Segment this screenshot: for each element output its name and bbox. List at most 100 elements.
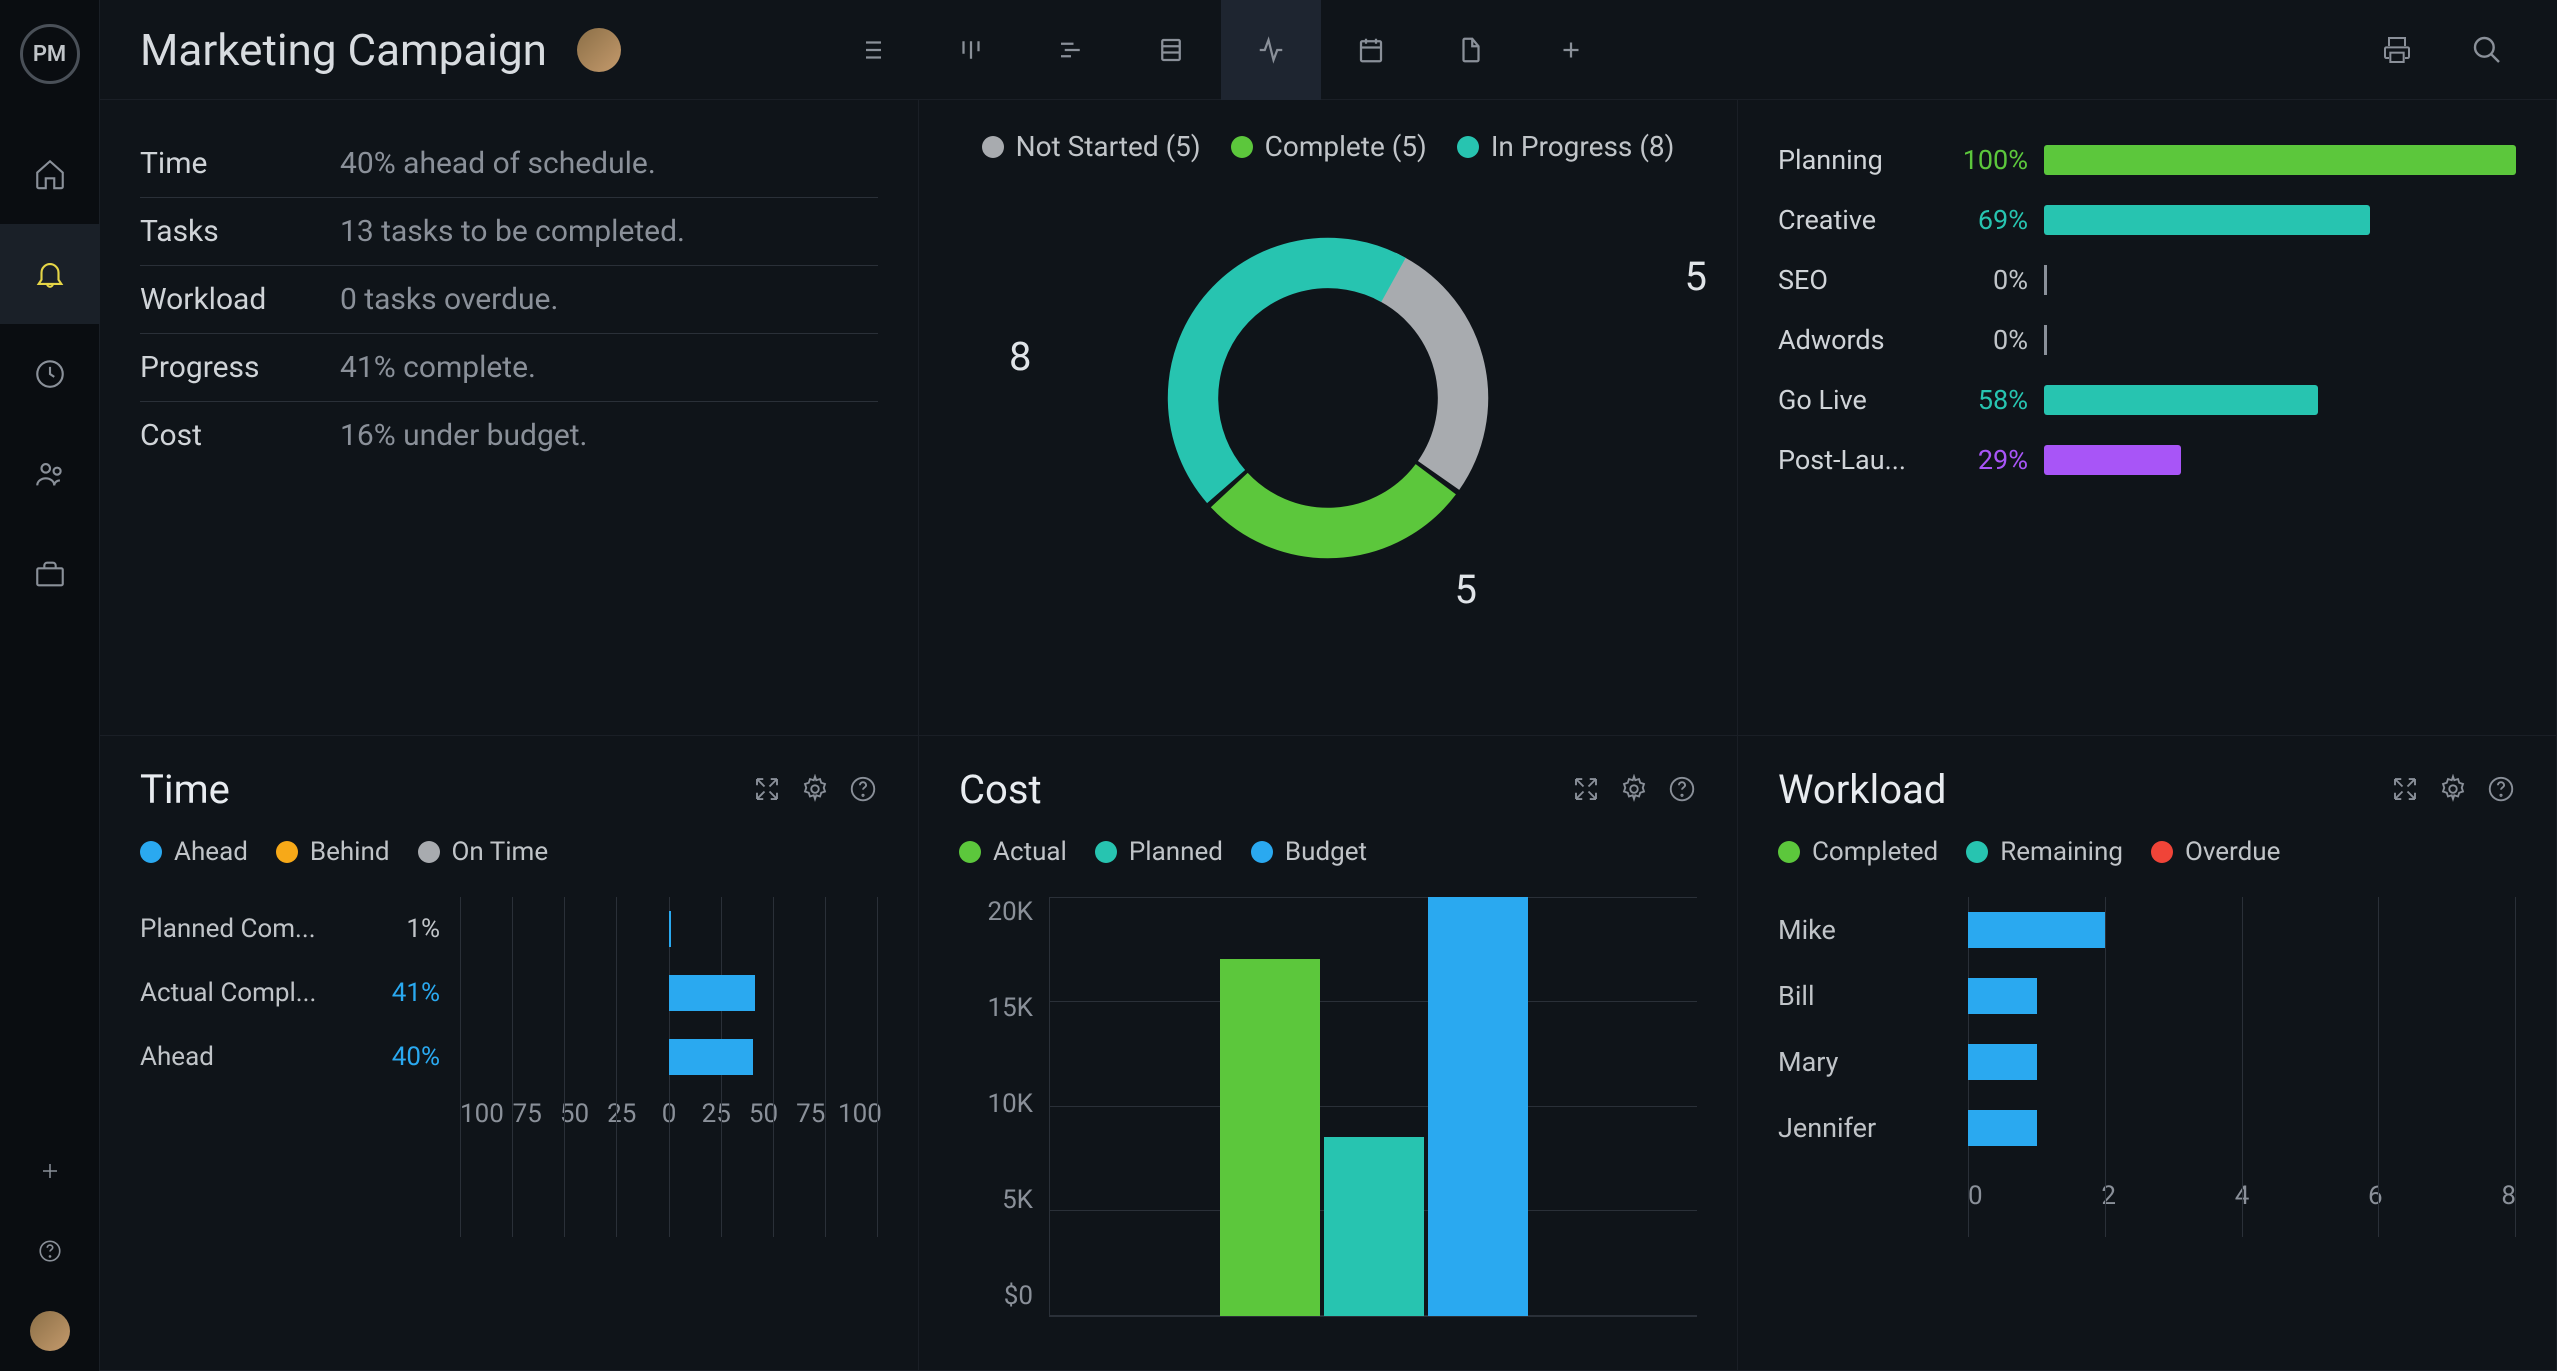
dashboard: Time40% ahead of schedule.Tasks13 tasks … — [100, 100, 2557, 1371]
cost-title: Cost — [959, 766, 1571, 813]
gear-icon[interactable] — [800, 774, 830, 804]
legend-item: Remaining — [1966, 837, 2123, 867]
summary-row: Tasks13 tasks to be completed. — [140, 198, 878, 266]
progress-panel: Planning100%Creative69%SEO0%Adwords0%Go … — [1738, 100, 2557, 736]
legend-item: In Progress (8) — [1457, 130, 1675, 163]
help-icon[interactable] — [848, 774, 878, 804]
progress-row: Post-Lau...29% — [1778, 430, 2516, 490]
view-files[interactable] — [1421, 0, 1521, 100]
people-icon — [33, 457, 67, 491]
help-icon[interactable] — [2486, 774, 2516, 804]
workload-row: Bill — [1778, 963, 2516, 1029]
view-sheet[interactable] — [1121, 0, 1221, 100]
view-add[interactable] — [1521, 0, 1621, 100]
clock-icon — [33, 357, 67, 391]
progress-pct: 0% — [1938, 264, 2028, 296]
time-row: Planned Com...1% — [140, 897, 878, 961]
cost-bar — [1324, 1137, 1424, 1315]
time-title: Time — [140, 766, 752, 813]
donut-count-teal: 8 — [1009, 333, 1031, 380]
progress-pct: 29% — [1938, 444, 2028, 476]
progress-label: Go Live — [1778, 384, 1938, 416]
nav-portfolio[interactable] — [0, 524, 100, 624]
summary-row: Progress41% complete. — [140, 334, 878, 402]
legend-item: Actual — [959, 837, 1067, 867]
view-tabs — [821, 0, 1621, 100]
progress-label: Creative — [1778, 204, 1938, 236]
workload-chart: MikeBillMaryJennifer 02468 — [1778, 897, 2516, 1277]
workload-legend: CompletedRemainingOverdue — [1778, 837, 2516, 867]
plus-icon — [1556, 35, 1586, 65]
summary-label: Tasks — [140, 214, 340, 249]
time-chart: Planned Com...1%Actual Compl...41%Ahead4… — [140, 897, 878, 1277]
workload-label: Jennifer — [1778, 1112, 1968, 1144]
gear-icon[interactable] — [1619, 774, 1649, 804]
legend-item: Budget — [1251, 837, 1367, 867]
cost-bar — [1428, 897, 1528, 1316]
help-icon — [37, 1238, 63, 1264]
bell-icon — [33, 257, 67, 291]
expand-icon[interactable] — [752, 774, 782, 804]
home-icon — [33, 157, 67, 191]
nav-home[interactable] — [0, 124, 100, 224]
nav-recent[interactable] — [0, 324, 100, 424]
gear-icon[interactable] — [2438, 774, 2468, 804]
calendar-icon — [1356, 35, 1386, 65]
print-button[interactable] — [2367, 20, 2427, 80]
sidebar: PM — [0, 0, 100, 1371]
list-icon — [856, 35, 886, 65]
user-avatar[interactable] — [30, 1311, 70, 1351]
progress-row: Creative69% — [1778, 190, 2516, 250]
expand-icon[interactable] — [2390, 774, 2420, 804]
time-row-pct: 40% — [340, 1042, 440, 1072]
donut-count-gray: 5 — [1685, 253, 1707, 300]
progress-row: Go Live58% — [1778, 370, 2516, 430]
summary-label: Workload — [140, 282, 340, 317]
nav-team[interactable] — [0, 424, 100, 524]
expand-icon[interactable] — [1571, 774, 1601, 804]
progress-label: Post-Lau... — [1778, 444, 1938, 476]
project-owner-avatar[interactable] — [577, 28, 621, 72]
workload-row: Mary — [1778, 1029, 2516, 1095]
summary-row: Cost16% under budget. — [140, 402, 878, 469]
help-icon[interactable] — [1667, 774, 1697, 804]
view-list[interactable] — [821, 0, 921, 100]
summary-value: 0 tasks overdue. — [340, 282, 558, 317]
progress-row: Adwords0% — [1778, 310, 2516, 370]
time-row: Ahead40% — [140, 1025, 878, 1089]
summary-value: 16% under budget. — [340, 418, 587, 453]
view-calendar[interactable] — [1321, 0, 1421, 100]
view-dashboard[interactable] — [1221, 0, 1321, 100]
status-panel: Not Started (5)Complete (5)In Progress (… — [919, 100, 1738, 736]
time-row: Actual Compl...41% — [140, 961, 878, 1025]
panel-tools — [2390, 774, 2516, 804]
view-board[interactable] — [921, 0, 1021, 100]
summary-label: Time — [140, 146, 340, 181]
progress-pct: 69% — [1938, 204, 2028, 236]
time-panel: Time AheadBehindOn Time Planned Com...1%… — [100, 736, 919, 1371]
nav-add[interactable] — [0, 1131, 100, 1211]
summary-label: Progress — [140, 350, 340, 385]
time-row-pct: 1% — [340, 914, 440, 944]
workload-label: Mary — [1778, 1046, 1968, 1078]
main: Marketing Campaign Time40% ahead of sche… — [100, 0, 2557, 1371]
legend-item: Completed — [1778, 837, 1938, 867]
status-legend: Not Started (5)Complete (5)In Progress (… — [959, 130, 1697, 163]
legend-item: Planned — [1095, 837, 1223, 867]
search-button[interactable] — [2457, 20, 2517, 80]
workload-panel: Workload CompletedRemainingOverdue MikeB… — [1738, 736, 2557, 1371]
cost-bar — [1220, 959, 1320, 1315]
progress-pct: 0% — [1938, 324, 2028, 356]
nav-help[interactable] — [0, 1211, 100, 1291]
time-row-label: Actual Compl... — [140, 978, 340, 1008]
nav-notifications[interactable] — [0, 224, 100, 324]
progress-label: SEO — [1778, 264, 1938, 296]
cost-legend: Actual Planned Budget — [959, 837, 1697, 867]
legend-item: On Time — [418, 837, 549, 867]
plus-icon — [38, 1159, 62, 1183]
progress-row: SEO0% — [1778, 250, 2516, 310]
legend-item: Behind — [276, 837, 390, 867]
view-gantt[interactable] — [1021, 0, 1121, 100]
sheet-icon — [1156, 35, 1186, 65]
legend-item: Complete (5) — [1231, 130, 1427, 163]
